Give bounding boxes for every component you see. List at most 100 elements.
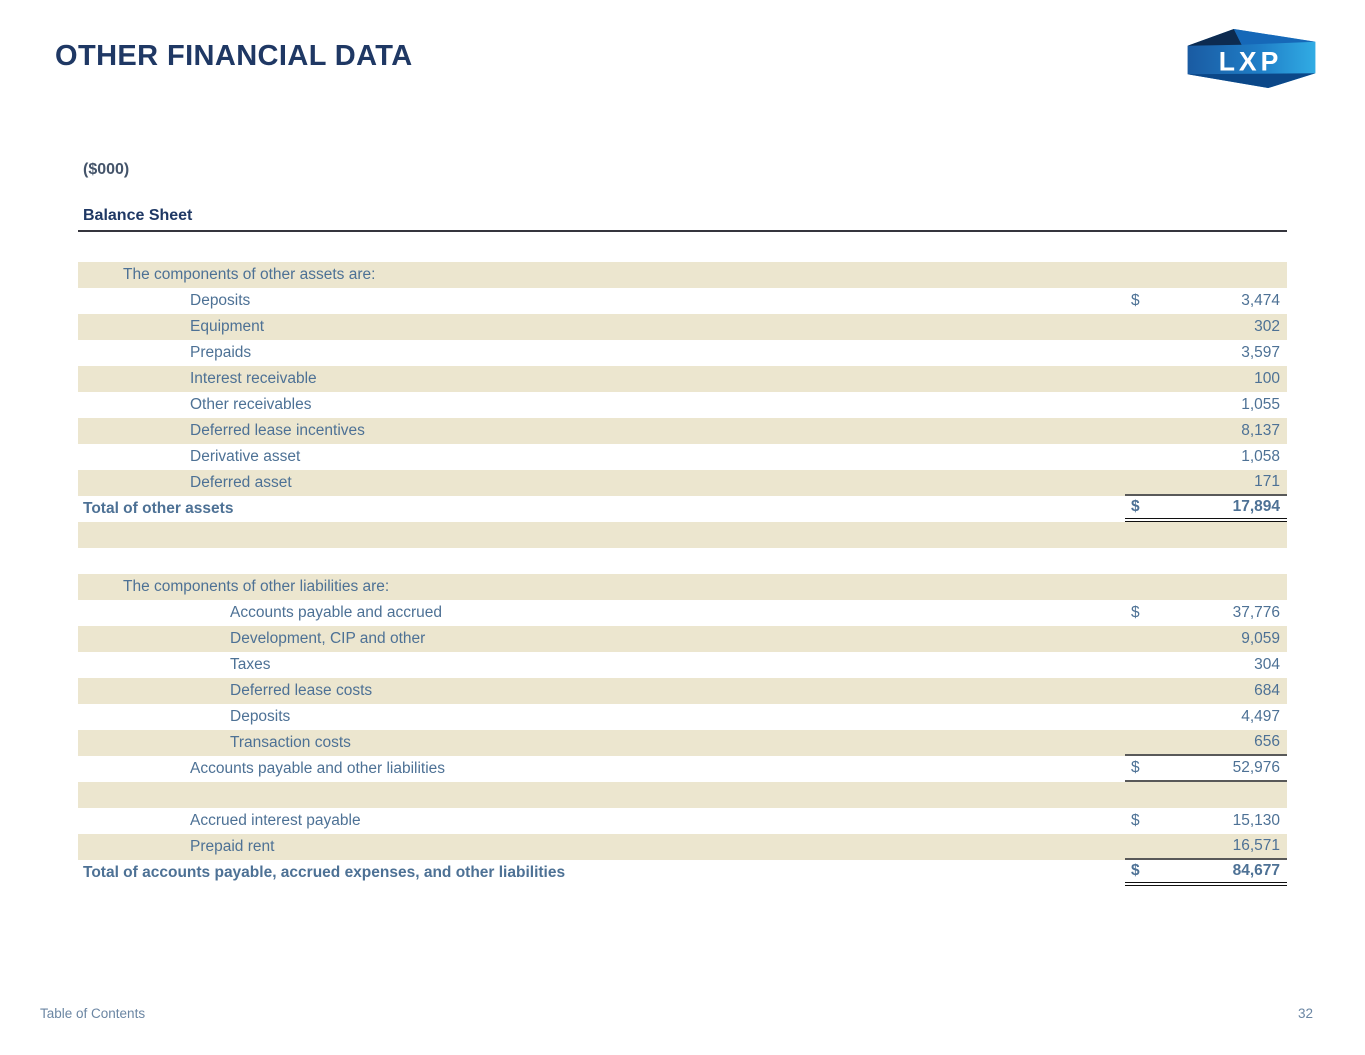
row-values: 302	[1125, 314, 1287, 340]
row-values: $52,976	[1125, 756, 1287, 782]
table-row: Deposits 4,497	[78, 704, 1287, 730]
table-row: Development, CIP and other 9,059	[78, 626, 1287, 652]
row-values: 304	[1125, 652, 1287, 678]
row-values: $17,894	[1125, 496, 1287, 522]
row-values: 9,059	[1125, 626, 1287, 652]
row-value: 9,059	[1241, 630, 1280, 647]
table-row: Equipment 302	[78, 314, 1287, 340]
row-label: Deferred lease incentives	[190, 422, 365, 439]
row-value: 1,055	[1241, 396, 1280, 413]
row-label: The components of other assets are:	[123, 266, 376, 283]
row-label: Equipment	[190, 318, 265, 335]
row-values	[1125, 548, 1287, 574]
table-row	[78, 782, 1287, 808]
table-row: Other receivables 1,055	[78, 392, 1287, 418]
row-value: 1,058	[1241, 448, 1280, 465]
table-row	[78, 522, 1287, 548]
row-values: $15,130	[1125, 808, 1287, 834]
table-row: Accrued interest payable $15,130	[78, 808, 1287, 834]
row-label: The components of other liabilities are:	[123, 578, 390, 595]
table-row: Taxes 304	[78, 652, 1287, 678]
row-values: $37,776	[1125, 600, 1287, 626]
table-row: Total of other assets $17,894	[78, 496, 1287, 522]
table-row: Interest receivable 100	[78, 366, 1287, 392]
table-row: Prepaids 3,597	[78, 340, 1287, 366]
table-row	[78, 548, 1287, 574]
table-row: Deferred asset 171	[78, 470, 1287, 496]
row-value: 3,597	[1241, 344, 1280, 361]
dollar-sign: $	[1131, 812, 1140, 829]
row-value: 37,776	[1232, 604, 1280, 621]
table-row: The components of other liabilities are:	[78, 574, 1287, 600]
lxp-logo-icon: LXP	[1187, 29, 1316, 88]
row-value: 3,474	[1241, 292, 1280, 309]
row-values	[1125, 262, 1287, 288]
table-row: Prepaid rent 16,571	[78, 834, 1287, 860]
row-value: 17,894	[1232, 498, 1280, 515]
table-row: The components of other assets are:	[78, 262, 1287, 288]
row-values: 3,597	[1125, 340, 1287, 366]
row-values: $3,474	[1125, 288, 1287, 314]
row-values: 16,571	[1125, 834, 1287, 860]
row-value: 15,130	[1232, 812, 1280, 829]
row-value: 304	[1254, 656, 1280, 673]
row-values: 1,055	[1125, 392, 1287, 418]
page-number: 32	[1297, 1006, 1313, 1021]
row-label: Accounts payable and accrued	[230, 604, 442, 621]
table-row: Accounts payable and other liabilities $5…	[78, 756, 1287, 782]
balance-sheet-table: The components of other assets are: Depos…	[78, 262, 1287, 886]
row-values: 4,497	[1125, 704, 1287, 730]
row-values	[1125, 574, 1287, 600]
table-row: Derivative asset 1,058	[78, 444, 1287, 470]
row-label: Transaction costs	[230, 734, 351, 751]
row-label: Deferred lease costs	[230, 682, 373, 699]
row-value: 52,976	[1232, 759, 1280, 776]
table-row: Deferred lease costs 684	[78, 678, 1287, 704]
row-value: 302	[1254, 318, 1280, 335]
row-values: 1,058	[1125, 444, 1287, 470]
row-value: 656	[1254, 733, 1280, 750]
row-values	[1125, 782, 1287, 808]
lxp-logo: LXP	[1187, 29, 1316, 88]
dollar-sign: $	[1131, 604, 1140, 621]
row-value: 84,677	[1232, 862, 1280, 879]
sheet-title: Balance Sheet	[83, 207, 193, 224]
table-row: Total of accounts payable, accrued expen…	[78, 860, 1287, 886]
sheet-header: Balance Sheet	[78, 207, 1287, 232]
table-row: Deposits $3,474	[78, 288, 1287, 314]
row-value: 171	[1254, 473, 1280, 490]
table-row: Accounts payable and accrued $37,776	[78, 600, 1287, 626]
row-value: 4,497	[1241, 708, 1280, 725]
row-label: Total of other assets	[83, 500, 234, 517]
row-value: 16,571	[1232, 837, 1280, 854]
row-label: Prepaid rent	[190, 838, 275, 855]
table-row: Transaction costs 656	[78, 730, 1287, 756]
row-label: Derivative asset	[190, 448, 301, 465]
row-values: 656	[1125, 730, 1287, 756]
units-label: ($000)	[83, 161, 130, 178]
row-label: Accounts payable and other liabilities	[190, 760, 446, 777]
row-values	[1125, 522, 1287, 548]
row-label: Total of accounts payable, accrued expen…	[83, 864, 566, 881]
row-values: $84,677	[1125, 860, 1287, 886]
row-values: 100	[1125, 366, 1287, 392]
row-values: 8,137	[1125, 418, 1287, 444]
row-value: 684	[1254, 682, 1280, 699]
dollar-sign: $	[1131, 498, 1140, 515]
dollar-sign: $	[1131, 292, 1140, 309]
table-of-contents-link[interactable]: Table of Contents	[40, 1006, 146, 1021]
row-label: Taxes	[230, 656, 271, 673]
row-value: 8,137	[1241, 422, 1280, 439]
row-label: Deposits	[230, 708, 291, 725]
row-label: Deposits	[190, 292, 251, 309]
row-label: Accrued interest payable	[190, 812, 361, 829]
row-label: Deferred asset	[190, 474, 292, 491]
row-values: 684	[1125, 678, 1287, 704]
row-values: 171	[1125, 470, 1287, 496]
row-label: Development, CIP and other	[230, 630, 426, 647]
row-value: 100	[1254, 370, 1280, 387]
table-row: Deferred lease incentives 8,137	[78, 418, 1287, 444]
row-label: Other receivables	[190, 396, 312, 413]
row-label: Interest receivable	[190, 370, 317, 387]
